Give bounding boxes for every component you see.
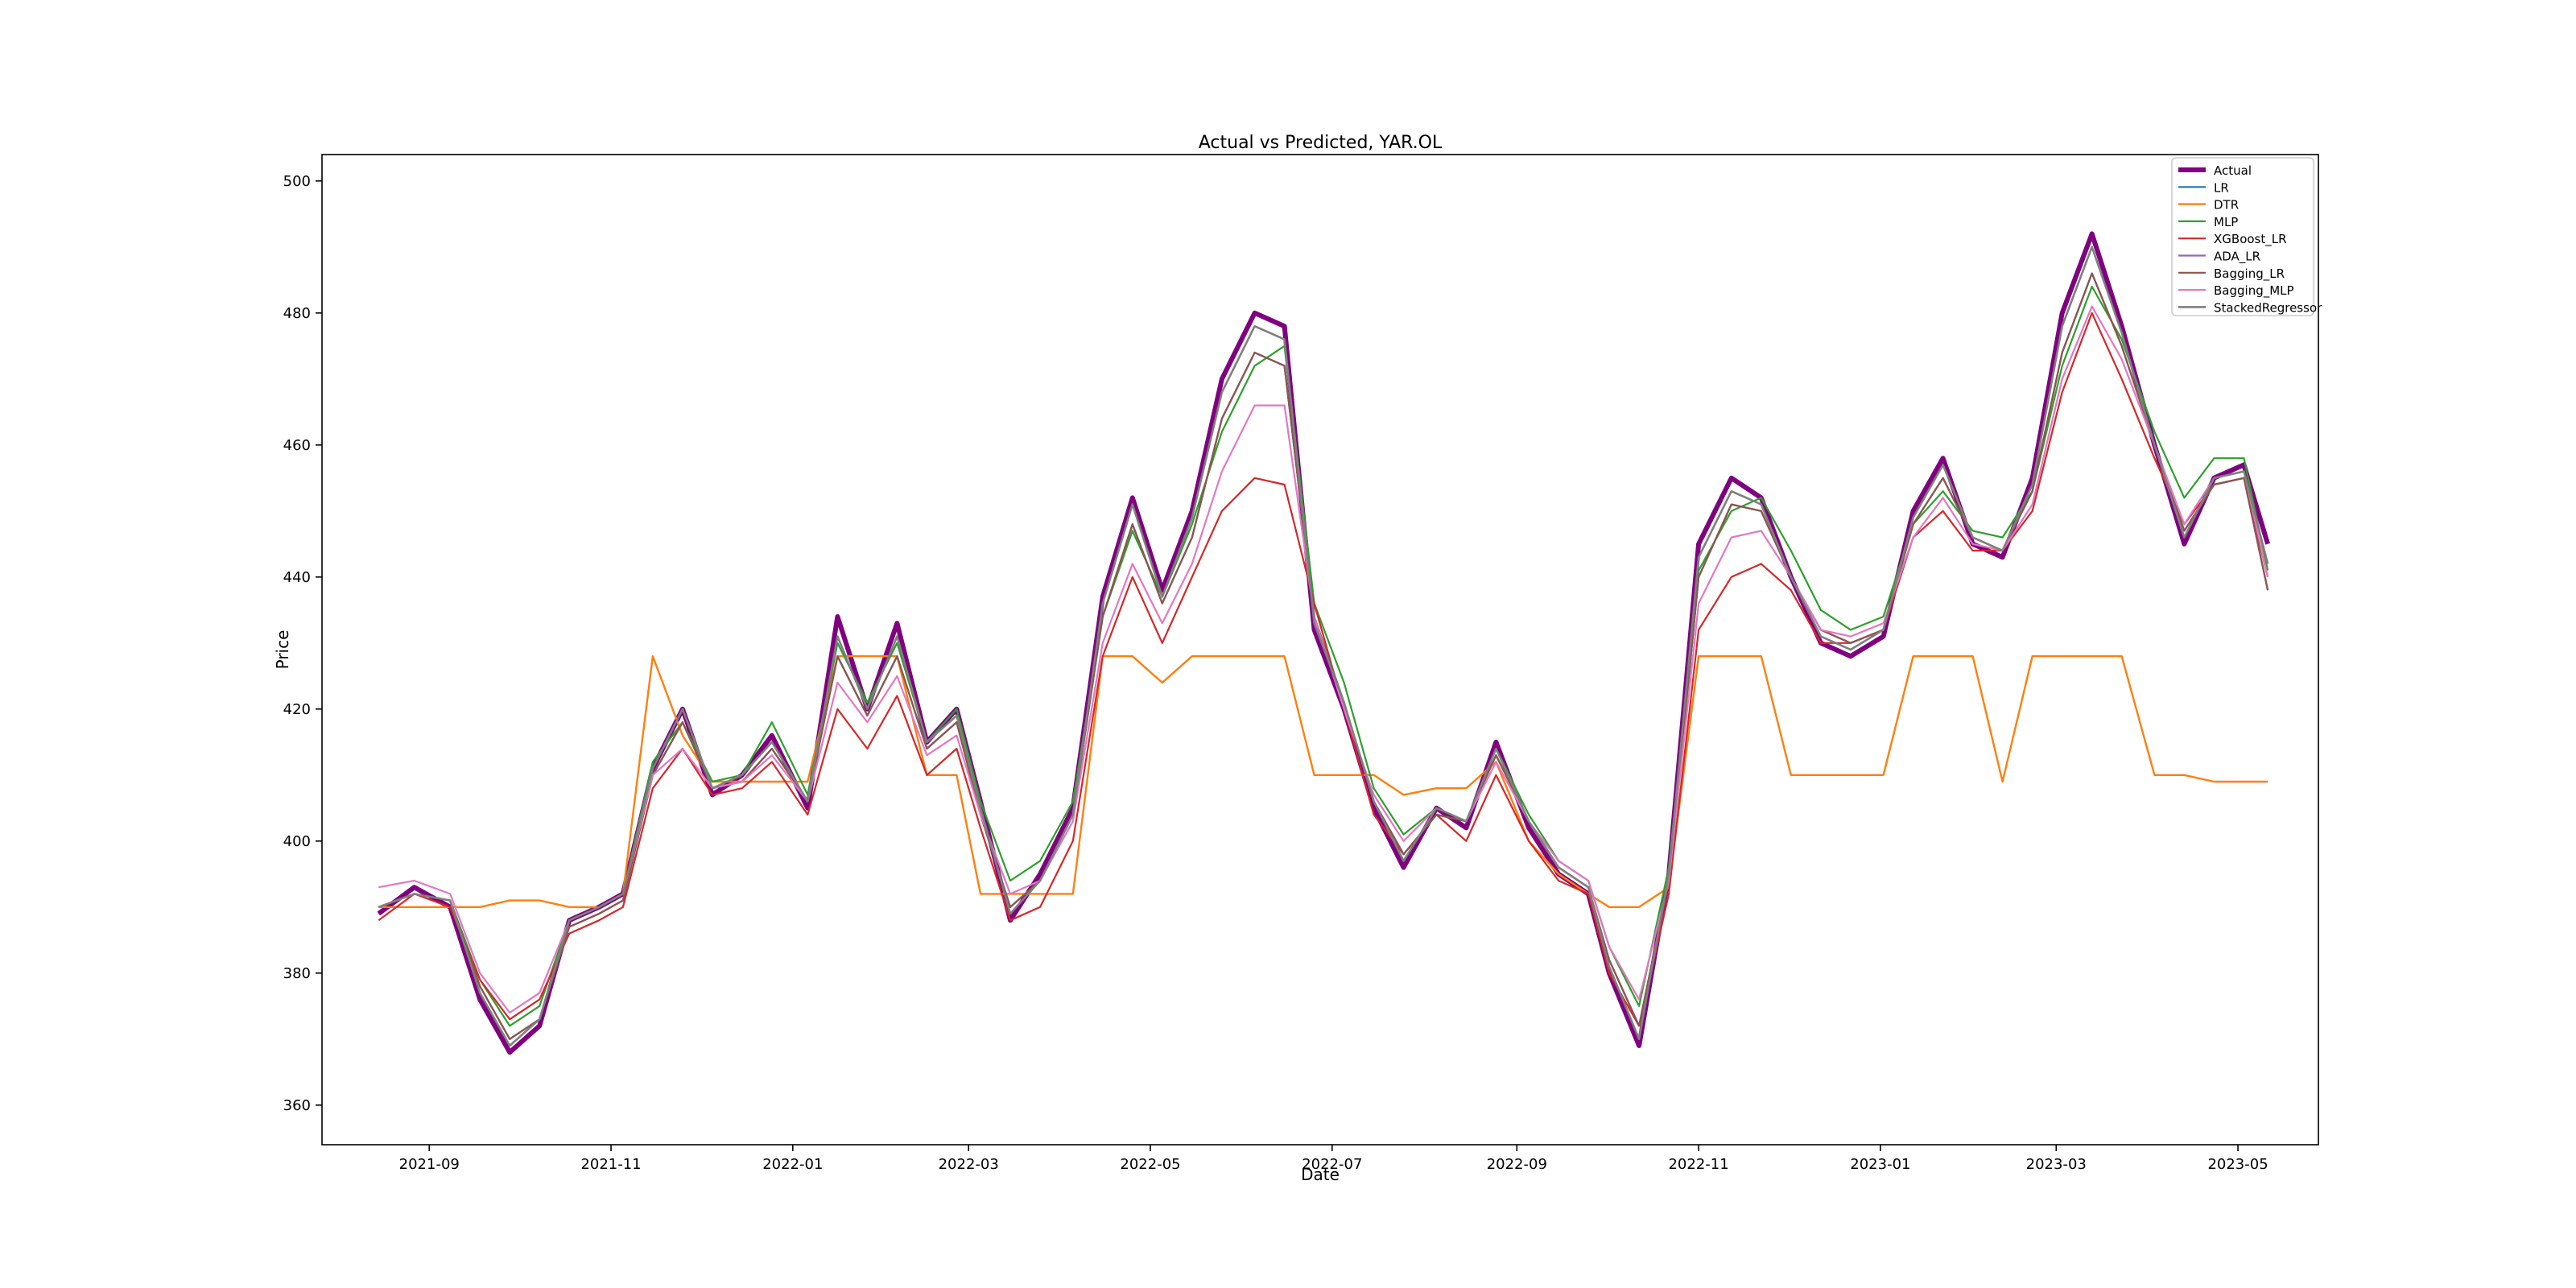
legend: Actual LR DTR MLP XGBoost_LR ADA_LRBagging_LR… xyxy=(2171,157,2322,316)
y-tick-label: 440 xyxy=(283,569,311,586)
legend-label-xgboost_lr: XGBoost_LR xyxy=(2214,232,2287,247)
y-axis-ticks: 360 380 400 420 440 460 480 500 xyxy=(283,173,322,1114)
legend-label-bagging_lr: Bagging_LR xyxy=(2214,266,2285,282)
y-tick-label: 380 xyxy=(283,965,311,982)
x-tick-label: 2022-05 xyxy=(1120,1156,1180,1173)
x-tick-label: 2022-07 xyxy=(1302,1156,1362,1173)
x-axis-label: Date xyxy=(1301,1165,1340,1184)
x-tick-label: 2022-01 xyxy=(762,1156,823,1173)
legend-label-bagging_mlp: Bagging_MLP xyxy=(2214,283,2294,299)
legend-label-mlp: MLP xyxy=(2214,215,2238,229)
plot-area xyxy=(321,154,2319,1146)
series-line-mlp xyxy=(378,285,2269,1027)
x-tick-label: 2022-11 xyxy=(1668,1156,1728,1173)
chart-title: Actual vs Predicted, YAR.OL xyxy=(1199,133,1443,153)
legend-label-actual: Actual xyxy=(2214,163,2252,178)
y-tick-label: 480 xyxy=(283,305,311,322)
legend-label-lr: LR xyxy=(2214,180,2229,195)
y-tick-label: 460 xyxy=(283,437,311,454)
series-line-stackedregressor xyxy=(378,246,2269,1047)
x-tick-label: 2022-09 xyxy=(1487,1156,1547,1173)
series-line-dtr xyxy=(378,655,2268,909)
y-tick-label: 500 xyxy=(283,173,311,190)
x-tick-label: 2023-03 xyxy=(2026,1156,2087,1173)
y-tick-label: 420 xyxy=(283,701,311,718)
x-tick-label: 2022-03 xyxy=(939,1156,999,1173)
legend-label-dtr: DTR xyxy=(2214,198,2239,213)
legend-box xyxy=(2171,157,2314,316)
axes-frame xyxy=(321,154,2319,1146)
series-line-xgboost_lr xyxy=(378,312,2269,1027)
series-layer xyxy=(377,231,2270,1055)
x-axis-ticks: 2021-09 2021-11 2022-01 2022-03 2022-05 2022-… xyxy=(399,1145,2268,1173)
y-tick-label: 400 xyxy=(283,833,311,850)
y-axis-label: Price xyxy=(273,630,292,670)
x-tick-label: 2023-05 xyxy=(2207,1156,2268,1173)
x-tick-label: 2021-09 xyxy=(399,1156,460,1173)
series-line-bagging_lr xyxy=(378,272,2269,1040)
x-tick-label: 2023-01 xyxy=(1850,1156,1910,1173)
legend-label-stackedregressor: StackedRegressor xyxy=(2214,300,2322,315)
legend-label-ada_lr: ADA_LR xyxy=(2214,250,2260,265)
x-tick-label: 2021-11 xyxy=(580,1156,641,1173)
y-tick-label: 360 xyxy=(283,1097,311,1114)
